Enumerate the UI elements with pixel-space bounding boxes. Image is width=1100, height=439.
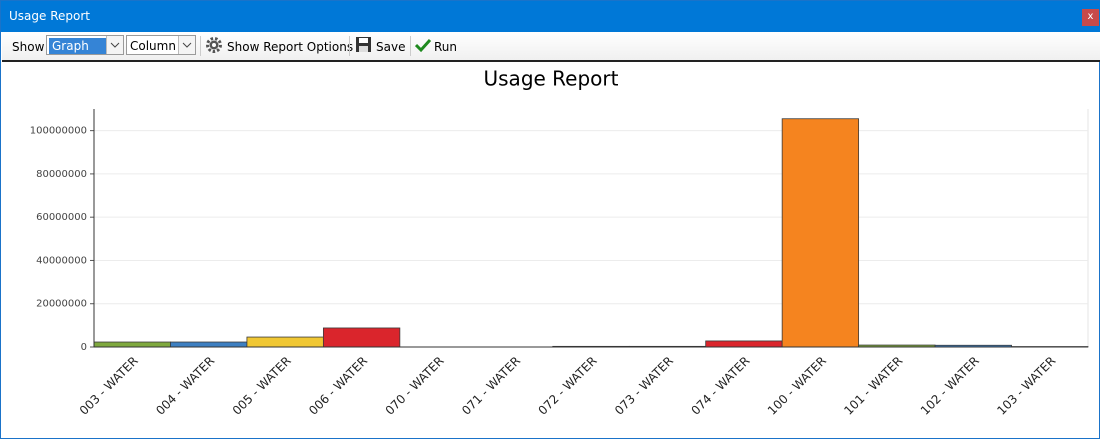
kind-select[interactable]: Column bbox=[126, 35, 196, 55]
separator bbox=[200, 36, 201, 56]
view-value: Graph bbox=[49, 38, 107, 54]
chart-title: Usage Report bbox=[484, 67, 619, 91]
gear-icon bbox=[206, 37, 222, 53]
save-icon bbox=[356, 37, 371, 52]
x-tick-label: 101 - WATER bbox=[841, 354, 905, 418]
window-title: Usage Report bbox=[9, 9, 90, 23]
x-tick-label: 073 - WATER bbox=[612, 354, 676, 418]
x-tick-label: 102 - WATER bbox=[918, 354, 982, 418]
options-button[interactable]: Show Report Options bbox=[227, 40, 354, 54]
toolbar: Show Graph Column Show Report Options Sa… bbox=[2, 32, 1100, 62]
y-tick-label: 100000000 bbox=[30, 126, 87, 137]
x-tick-label: 071 - WATER bbox=[459, 354, 523, 418]
bar bbox=[705, 340, 783, 348]
x-tick-label: 005 - WATER bbox=[230, 354, 294, 418]
bar bbox=[170, 341, 248, 348]
x-tick-label: 103 - WATER bbox=[994, 354, 1058, 418]
separator bbox=[349, 36, 350, 56]
x-tick-label: 004 - WATER bbox=[153, 354, 217, 418]
chart: Usage Report 0 20000000 40000000 60000000 80… bbox=[30, 67, 1089, 418]
y-tick-label: 0 bbox=[81, 342, 87, 353]
x-tick-label: 003 - WATER bbox=[77, 354, 141, 418]
bar bbox=[246, 336, 324, 348]
dropdown-arrow bbox=[106, 36, 123, 54]
x-tick-label: 006 - WATER bbox=[306, 354, 370, 418]
x-tick-label: 100 - WATER bbox=[765, 354, 829, 418]
y-tick-label: 80000000 bbox=[36, 169, 87, 180]
y-tick-label: 40000000 bbox=[36, 255, 87, 266]
show-label: Show bbox=[12, 40, 45, 54]
bar bbox=[322, 327, 401, 348]
x-tick-label: 070 - WATER bbox=[383, 354, 447, 418]
bar bbox=[93, 341, 171, 348]
check-icon bbox=[415, 38, 431, 53]
x-tick-label: 072 - WATER bbox=[536, 354, 600, 418]
bar bbox=[781, 118, 860, 348]
separator bbox=[410, 36, 411, 56]
save-button[interactable]: Save bbox=[376, 40, 406, 54]
title-bar: Usage Report x bbox=[1, 1, 1100, 32]
close-button[interactable]: x bbox=[1082, 9, 1099, 26]
run-button[interactable]: Run bbox=[434, 40, 458, 54]
y-tick-label: 20000000 bbox=[36, 299, 87, 310]
view-select[interactable]: Graph bbox=[46, 35, 124, 55]
dropdown-arrow bbox=[178, 36, 195, 54]
y-tick-label: 60000000 bbox=[36, 212, 87, 223]
x-tick-label: 074 - WATER bbox=[688, 354, 752, 418]
kind-value: Column bbox=[130, 39, 176, 53]
